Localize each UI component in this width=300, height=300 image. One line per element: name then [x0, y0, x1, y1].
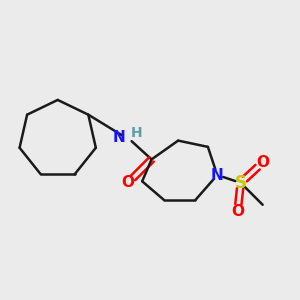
Text: O: O	[231, 203, 244, 218]
Text: S: S	[235, 174, 247, 192]
Text: O: O	[122, 176, 135, 190]
Text: N: N	[112, 130, 125, 145]
Text: N: N	[211, 167, 224, 182]
Text: O: O	[256, 155, 269, 170]
Text: H: H	[130, 126, 142, 140]
